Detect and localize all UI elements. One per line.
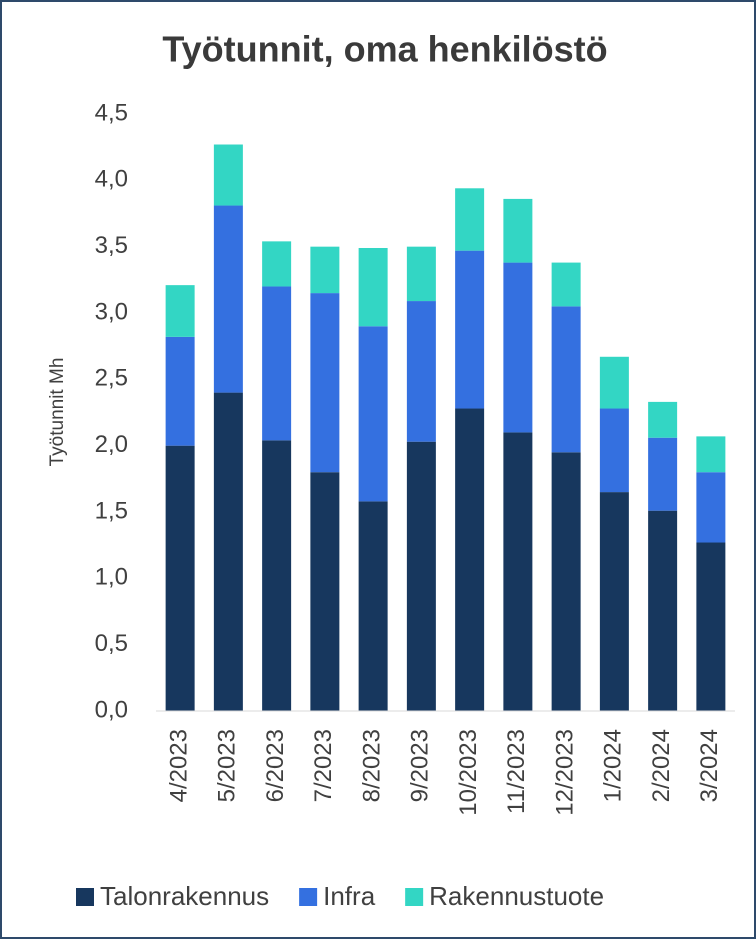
x-tick-label: 5/2023	[214, 729, 241, 802]
x-tick-label: 9/2023	[407, 729, 434, 802]
x-tick-label: 1/2024	[600, 729, 627, 802]
bar-segment	[358, 247, 388, 327]
bar-segment	[213, 144, 243, 206]
legend-swatch	[299, 888, 318, 906]
bar-segment	[310, 472, 340, 711]
y-tick-label: 2,0	[95, 431, 128, 458]
y-tick-label: 1,5	[95, 497, 128, 524]
legend-label: Infra	[323, 881, 376, 911]
bar-segment	[455, 188, 485, 251]
bar-segment	[648, 510, 678, 711]
bar-segment	[262, 241, 292, 287]
bar-segment	[358, 326, 388, 502]
bar-segment	[406, 441, 436, 711]
bar-segment	[406, 246, 436, 302]
bar-segment	[455, 250, 485, 409]
bar-segment	[503, 198, 533, 263]
bar-segment	[551, 306, 581, 453]
bar-segment	[165, 445, 195, 711]
bar-segment	[165, 336, 195, 446]
bar-segment	[310, 293, 340, 473]
bar-segment	[551, 452, 581, 711]
bar-segment	[696, 436, 726, 473]
bar-segment	[213, 392, 243, 711]
x-tick-label: 10/2023	[455, 729, 482, 816]
bar-segment	[648, 401, 678, 438]
x-tick-label: 3/2024	[696, 729, 723, 802]
y-tick-label: 3,0	[95, 298, 128, 325]
legend-label: Talonrakennus	[100, 881, 269, 911]
y-axis-label: Työtunnit Mh	[47, 358, 68, 467]
x-tick-label: 7/2023	[310, 729, 337, 802]
legend-swatch	[405, 888, 424, 906]
bar-segment	[648, 437, 678, 511]
x-tick-label: 2/2024	[648, 729, 675, 802]
bar-segment	[310, 246, 340, 294]
y-tick-label: 3,5	[95, 232, 128, 259]
bar-segment	[262, 440, 292, 711]
x-tick-label: 4/2023	[165, 729, 192, 802]
bar-segment	[503, 432, 533, 711]
x-tick-label: 12/2023	[551, 729, 578, 816]
x-tick-label: 6/2023	[262, 729, 289, 802]
y-tick-label: 0,5	[95, 630, 128, 657]
bar-segment	[358, 501, 388, 711]
y-tick-label: 4,0	[95, 166, 128, 193]
x-tick-label: 8/2023	[358, 729, 385, 802]
bar-segment	[165, 285, 195, 337]
y-tick-label: 1,0	[95, 564, 128, 591]
bar-segment	[599, 492, 629, 711]
legend-swatch	[76, 888, 94, 906]
bar-segment	[599, 408, 629, 493]
bar-segment	[696, 472, 726, 543]
chart-title: Työtunnit, oma henkilöstö	[162, 29, 607, 70]
bar-segment	[551, 262, 581, 307]
bar-segment	[599, 356, 629, 409]
y-tick-label: 4,5	[95, 99, 128, 126]
bar-segment	[455, 408, 485, 711]
bar-segment	[213, 205, 243, 393]
bar-segment	[503, 262, 533, 433]
x-tick-label: 11/2023	[503, 729, 530, 814]
bar-segment	[696, 542, 726, 711]
bar-segment	[262, 286, 292, 441]
y-tick-label: 0,0	[95, 696, 128, 723]
bar-segment	[406, 301, 436, 442]
y-tick-label: 2,5	[95, 365, 128, 392]
legend-label: Rakennustuote	[429, 881, 604, 911]
